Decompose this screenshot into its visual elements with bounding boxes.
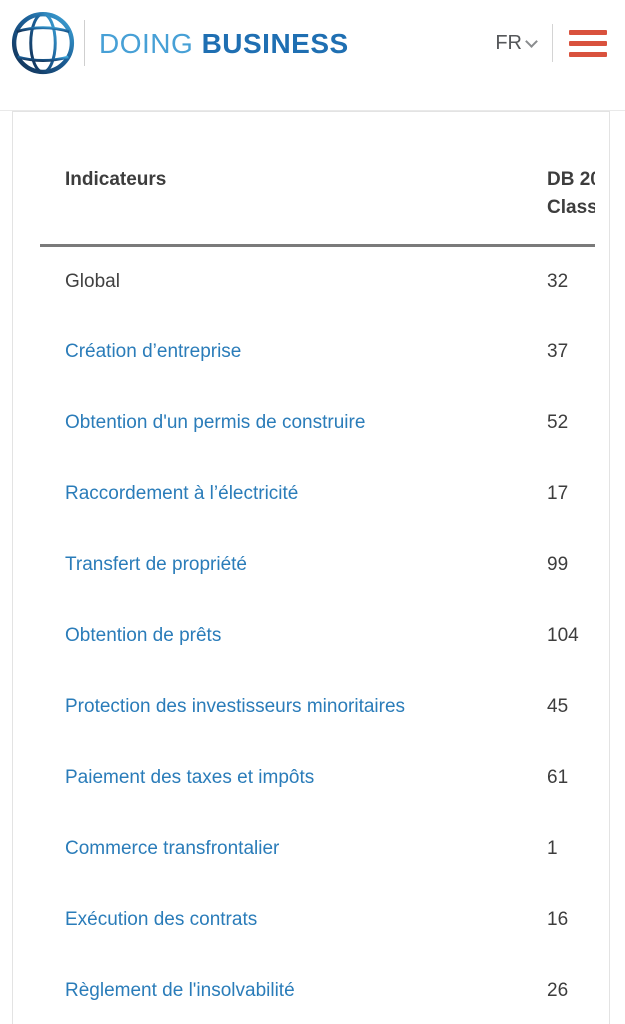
- rank-column-header: DB 2020 Classement: [547, 112, 595, 247]
- indicator-cell: Obtention d'un permis de construire: [40, 388, 547, 459]
- rank-value: 45: [547, 696, 569, 717]
- table-row: Global 32: [40, 246, 595, 317]
- brand-word-business: BUSINESS: [201, 28, 349, 59]
- indicator-cell: Transfert de propriété: [40, 530, 547, 601]
- indicator-cell: Obtention de prêts: [40, 601, 547, 672]
- rank-header-line1: DB 2020: [547, 169, 595, 190]
- table-row: Transfert de propriété 99: [40, 530, 595, 601]
- indicator-link[interactable]: Raccordement à l’électricité: [65, 483, 299, 504]
- indicator-cell: Règlement de l'insolvabilité: [40, 956, 547, 1024]
- language-selector[interactable]: FR: [495, 31, 538, 55]
- rank-value: 52: [547, 412, 569, 433]
- indicator-cell: Commerce transfrontalier: [40, 814, 547, 885]
- rank-value: 99: [547, 554, 569, 575]
- table-header-row: Indicateurs DB 2020 Classement: [40, 112, 595, 247]
- indicator-link[interactable]: Commerce transfrontalier: [65, 838, 280, 859]
- brand-title: DOING BUSINESS: [99, 26, 349, 60]
- indicator-link: Global: [65, 270, 120, 292]
- table-row: Obtention de prêts 104: [40, 601, 595, 672]
- rank-value: 104: [547, 625, 579, 646]
- header-actions: FR: [495, 8, 607, 78]
- indicator-link[interactable]: Obtention de prêts: [65, 625, 222, 646]
- indicator-cell: Raccordement à l’électricité: [40, 459, 547, 530]
- table-row: Protection des investisseurs minoritaire…: [40, 672, 595, 743]
- indicator-link[interactable]: Règlement de l'insolvabilité: [65, 980, 295, 1001]
- language-label: FR: [495, 31, 522, 54]
- indicator-link[interactable]: Création d’entreprise: [65, 341, 242, 362]
- brand-logo[interactable]: DOING BUSINESS: [8, 8, 349, 78]
- table-scroll-area[interactable]: Indicateurs DB 2020 Classement Global 32 …: [40, 112, 595, 1024]
- indicator-link[interactable]: Exécution des contrats: [65, 909, 258, 930]
- header-divider: [552, 24, 553, 62]
- table-row: Paiement des taxes et impôts 61: [40, 743, 595, 814]
- world-bank-globe-icon: [11, 11, 75, 75]
- rank-value: 17: [547, 483, 569, 504]
- content-card: Indicateurs DB 2020 Classement Global 32 …: [12, 111, 610, 1024]
- rank-value: 32: [547, 270, 569, 292]
- indicator-link[interactable]: Transfert de propriété: [65, 554, 247, 575]
- rank-value: 26: [547, 980, 569, 1001]
- rank-value: 37: [547, 341, 569, 362]
- indicator-cell: Protection des investisseurs minoritaire…: [40, 672, 547, 743]
- table-body: Global 32 Création d’entreprise 37 Obten…: [40, 246, 595, 1024]
- site-header: DOING BUSINESS FR: [0, 0, 625, 111]
- rank-header-line2: Classement: [547, 197, 595, 218]
- indicator-link[interactable]: Protection des investisseurs minoritaire…: [65, 696, 406, 717]
- menu-button[interactable]: [569, 29, 607, 57]
- indicator-cell: Exécution des contrats: [40, 885, 547, 956]
- indicator-cell: Paiement des taxes et impôts: [40, 743, 547, 814]
- rank-value: 1: [547, 838, 558, 859]
- brand-word-doing: DOING: [99, 28, 194, 59]
- table-row: Exécution des contrats 16: [40, 885, 595, 956]
- indicators-table: Indicateurs DB 2020 Classement Global 32 …: [40, 112, 595, 1024]
- chevron-down-icon: [525, 34, 538, 48]
- table-row: Règlement de l'insolvabilité 26: [40, 956, 595, 1024]
- table-row: Commerce transfrontalier 1: [40, 814, 595, 885]
- indicator-link[interactable]: Obtention d'un permis de construire: [65, 412, 366, 433]
- indicator-link[interactable]: Paiement des taxes et impôts: [65, 767, 315, 788]
- table-row: Obtention d'un permis de construire 52: [40, 388, 595, 459]
- indicator-cell: Création d’entreprise: [40, 317, 547, 388]
- rank-value: 61: [547, 767, 569, 788]
- indicator-cell: Global: [40, 246, 547, 317]
- table-row: Création d’entreprise 37: [40, 317, 595, 388]
- table-row: Raccordement à l’électricité 17: [40, 459, 595, 530]
- rank-value: 16: [547, 909, 569, 930]
- logo-divider: [84, 20, 85, 66]
- indicators-column-header: Indicateurs: [40, 112, 547, 247]
